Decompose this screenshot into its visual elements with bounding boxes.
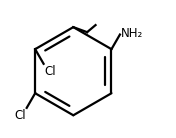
Text: Cl: Cl	[14, 109, 26, 122]
Text: NH₂: NH₂	[121, 27, 143, 40]
Text: Cl: Cl	[44, 65, 56, 78]
